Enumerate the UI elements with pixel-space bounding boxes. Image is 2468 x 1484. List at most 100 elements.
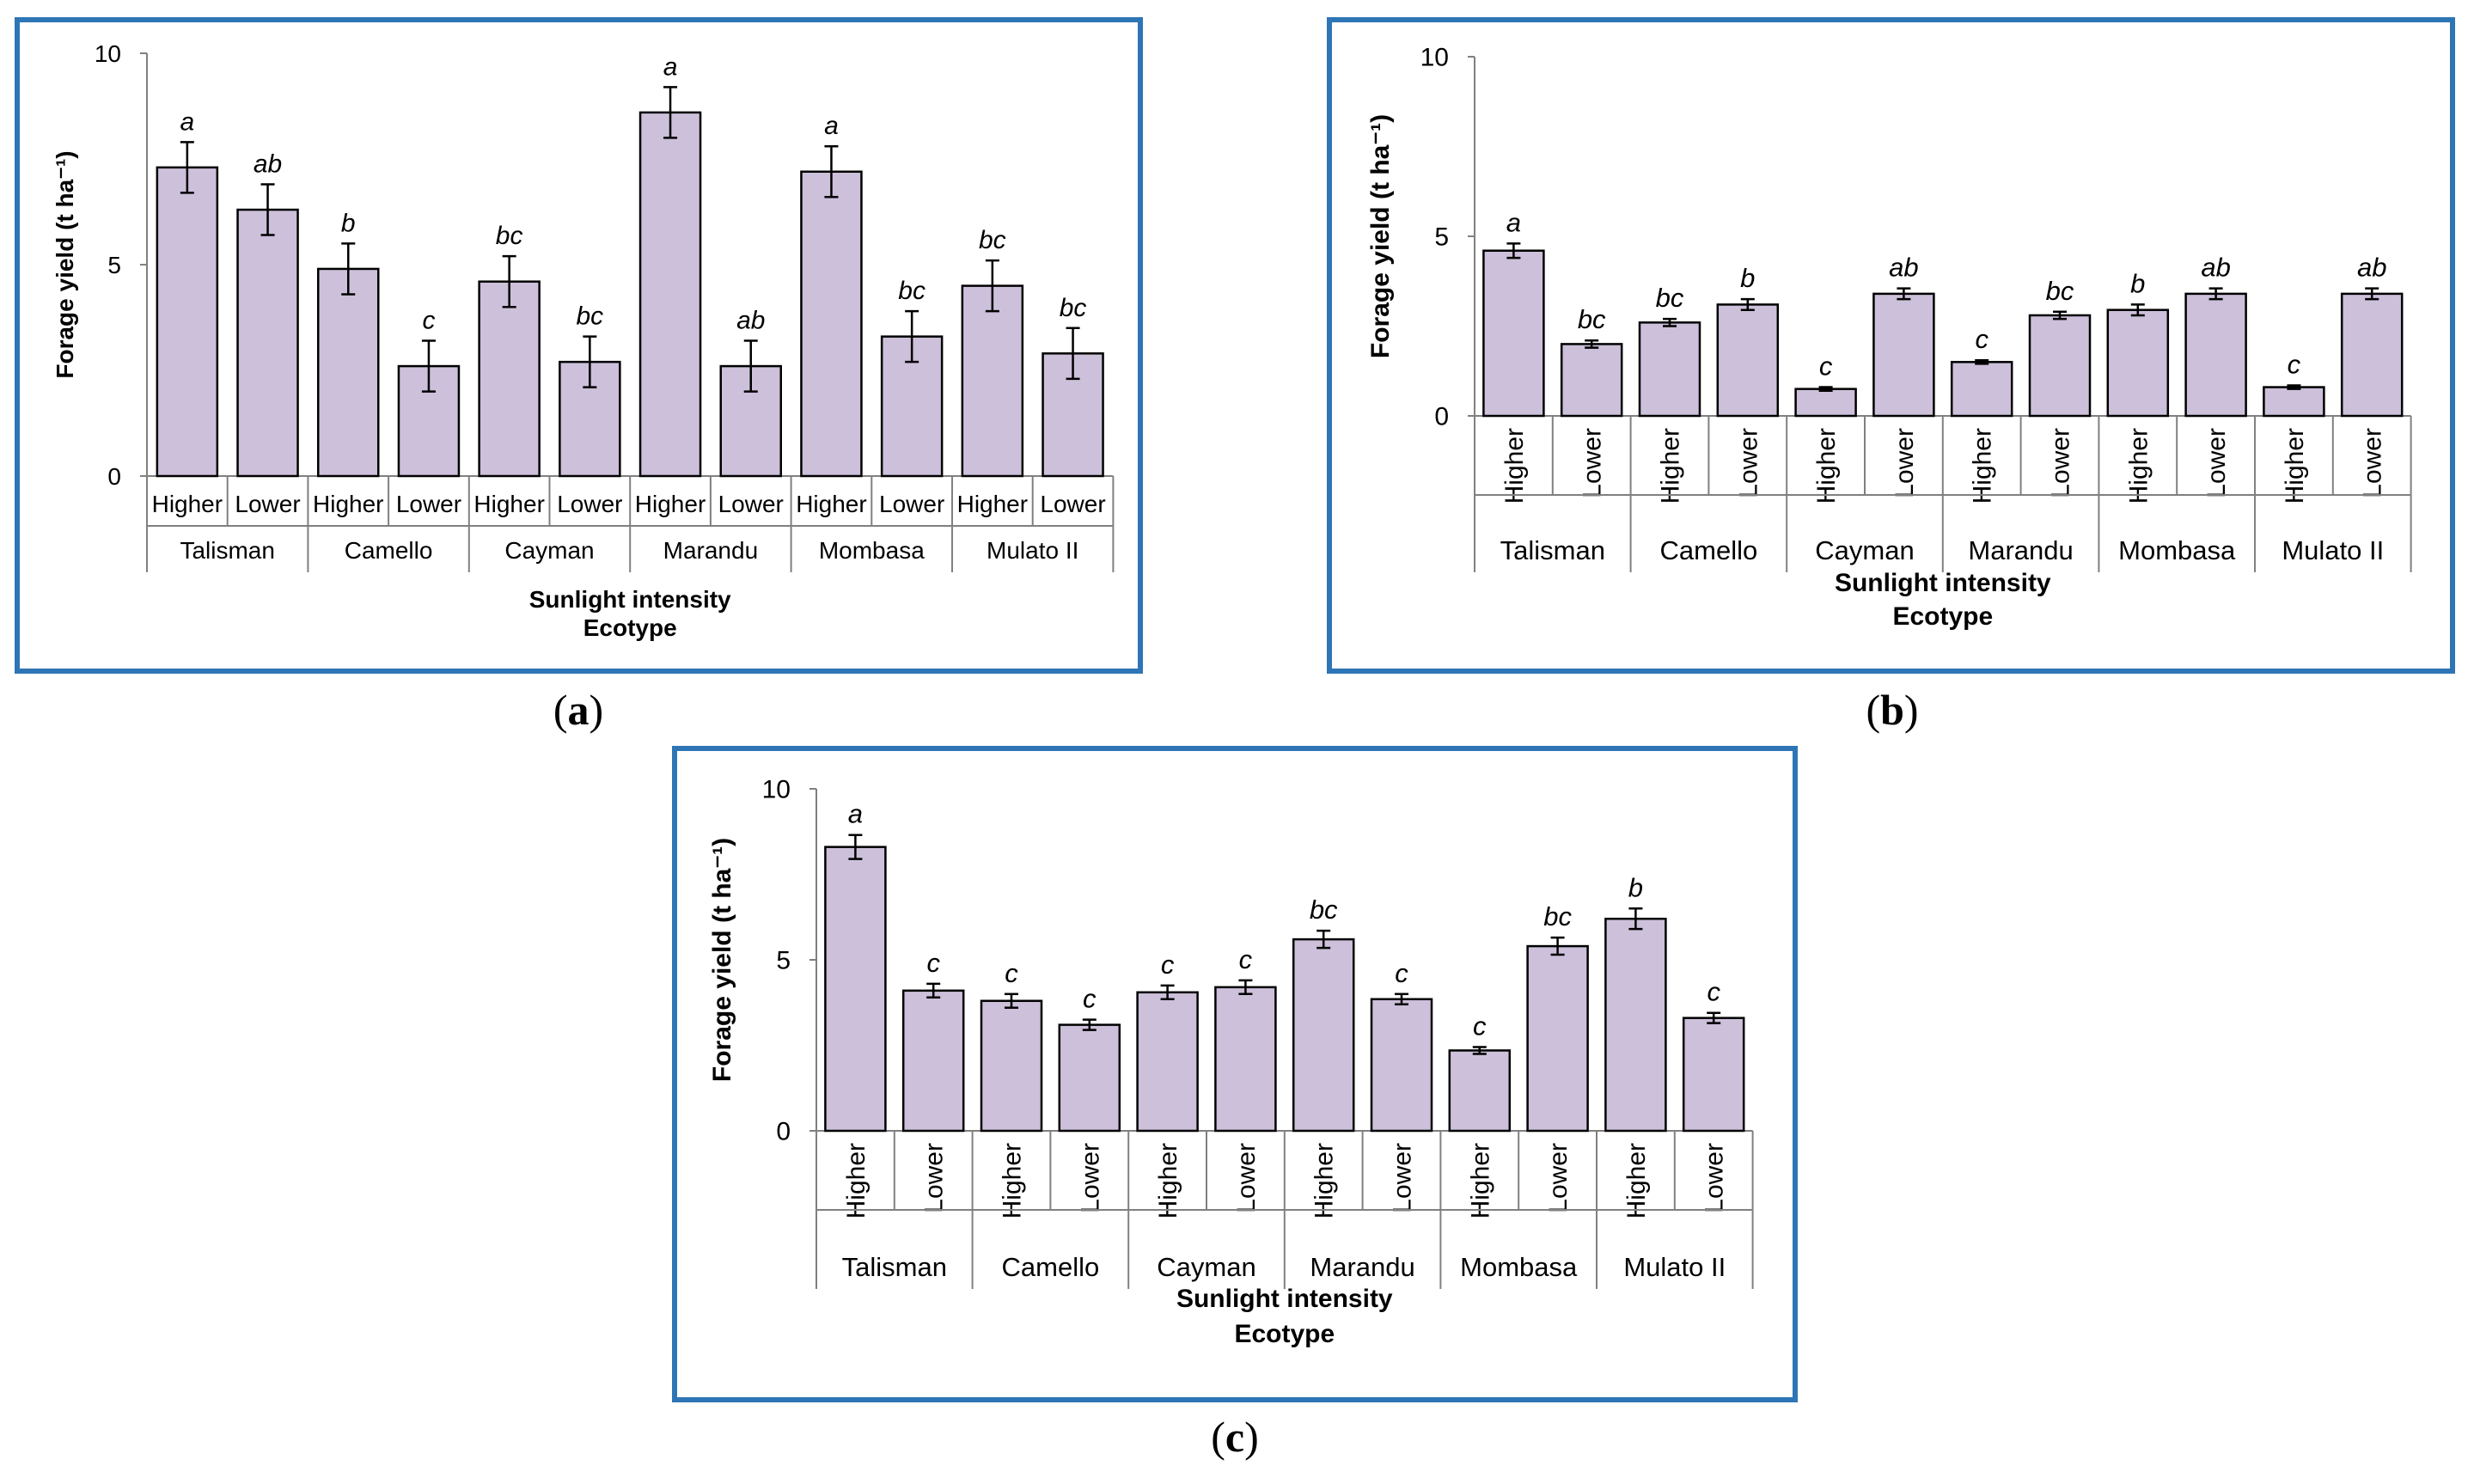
category-label: Lower [2202, 428, 2231, 498]
bar [1448, 1049, 1512, 1133]
group-label: Marandu [663, 537, 759, 564]
caption-a: (a) [553, 686, 604, 734]
significance-letter: bc [898, 277, 926, 305]
significance-letter: c [422, 307, 435, 335]
bar [1604, 917, 1667, 1133]
significance-letter: c [1473, 1011, 1487, 1041]
category-label: Lower [1891, 428, 1919, 498]
significance-letter: c [926, 948, 940, 978]
caption-c: (c) [1211, 1413, 1259, 1461]
category-label: Lower [1232, 1143, 1261, 1213]
significance-letter: b [2130, 268, 2145, 298]
bar [1560, 343, 1623, 418]
category-label: Higher [2124, 428, 2153, 504]
significance-letter: bc [1656, 283, 1684, 313]
significance-letter: a [848, 799, 863, 829]
significance-letter: c [1083, 984, 1097, 1014]
category-label: Lower [879, 491, 944, 517]
significance-letter: c [1161, 950, 1175, 980]
category-label: Higher [473, 491, 544, 517]
significance-letter: a [180, 107, 195, 136]
category-label: Higher [842, 1143, 871, 1218]
x-axis-title: Sunlight intensity [529, 586, 731, 613]
bar [1950, 361, 2013, 418]
category-label: Higher [957, 491, 1028, 517]
bar [1526, 944, 1589, 1133]
significance-letter: c [2288, 349, 2301, 379]
chart-c: 0 5 10 Forage yield (t ha⁻¹) a Higher c Lower c H… [708, 776, 1754, 1348]
significance-letter: c [1395, 958, 1408, 988]
bar [2340, 292, 2404, 418]
bar [397, 364, 461, 478]
y-tick-label: 0 [1434, 403, 1449, 431]
bar [156, 166, 219, 478]
bar [236, 208, 299, 478]
x-axis-subtitle: Ecotype [583, 614, 677, 641]
significance-letter: ab [2201, 253, 2230, 283]
group-label: Mulato II [987, 537, 1078, 564]
significance-letter: bc [1310, 895, 1338, 925]
bar [2263, 386, 2325, 418]
bar [901, 989, 965, 1133]
y-axis-title: Forage yield (t ha⁻¹) [1366, 114, 1395, 358]
category-label: Higher [999, 1143, 1027, 1218]
group-label: Mombasa [1460, 1252, 1578, 1282]
bar [824, 846, 887, 1133]
significance-letter: bc [1578, 304, 1606, 334]
category-label: Higher [1466, 1143, 1494, 1218]
group-label: Mulato II [2282, 535, 2384, 565]
y-tick-label: 10 [1420, 44, 1449, 72]
y-tick-label: 5 [776, 947, 791, 975]
bar [719, 364, 782, 478]
category-label: Higher [1310, 1143, 1339, 1218]
bar [961, 284, 1024, 478]
significance-letter: ab [2357, 253, 2386, 283]
bar [2028, 314, 2092, 418]
significance-letter: a [1506, 207, 1521, 237]
bar [1482, 249, 1545, 418]
y-tick-label: 0 [107, 463, 121, 490]
panel-c-frame: 0 5 10 Forage yield (t ha⁻¹) a Higher c Lower c H… [672, 746, 1798, 1402]
significance-letter: c [1005, 958, 1018, 988]
significance-letter: bc [1543, 901, 1572, 931]
category-label: Higher [1969, 428, 1997, 504]
category-label: Higher [1500, 428, 1529, 504]
bar [1872, 292, 1935, 418]
bar [317, 267, 380, 478]
significance-letter: b [341, 209, 356, 237]
bar [1638, 321, 1701, 418]
significance-letter: c [1707, 977, 1720, 1007]
significance-letter: c [1239, 944, 1253, 974]
significance-letter: bc [496, 222, 523, 250]
category-label: Lower [718, 491, 784, 517]
category-label: Higher [1154, 1143, 1182, 1218]
bar [638, 111, 702, 478]
caption-b: (b) [1866, 686, 1919, 734]
group-label: Camello [1002, 1252, 1100, 1282]
y-tick-label: 10 [95, 40, 121, 67]
category-label: Lower [1040, 491, 1105, 517]
category-label: Lower [1389, 1143, 1417, 1213]
category-label: Lower [2359, 428, 2387, 498]
panel-b-frame: 0 5 10 Forage yield (t ha⁻¹) a Higher bc Lower b… [1327, 17, 2455, 674]
y-tick-label: 10 [762, 776, 791, 804]
y-tick-label: 5 [107, 252, 121, 278]
y-axis-title: Forage yield (t ha⁻¹) [52, 150, 78, 378]
bar [1370, 998, 1433, 1133]
group-label: Mulato II [1623, 1252, 1726, 1282]
group-label: Cayman [1157, 1252, 1255, 1282]
category-label: Higher [313, 491, 383, 517]
group-label: Talisman [842, 1252, 947, 1282]
category-label: Lower [235, 491, 300, 517]
category-label: Higher [1812, 428, 1841, 504]
x-axis-subtitle: Ecotype [1234, 1320, 1335, 1348]
category-label: Higher [152, 491, 223, 517]
y-tick-label: 5 [1434, 223, 1449, 252]
significance-letter: c [1975, 324, 1988, 354]
bar [980, 999, 1043, 1133]
significance-letter: bc [2046, 276, 2074, 306]
group-label: Cayman [1815, 535, 1914, 565]
bar [1682, 1017, 1745, 1133]
bar [800, 170, 863, 478]
